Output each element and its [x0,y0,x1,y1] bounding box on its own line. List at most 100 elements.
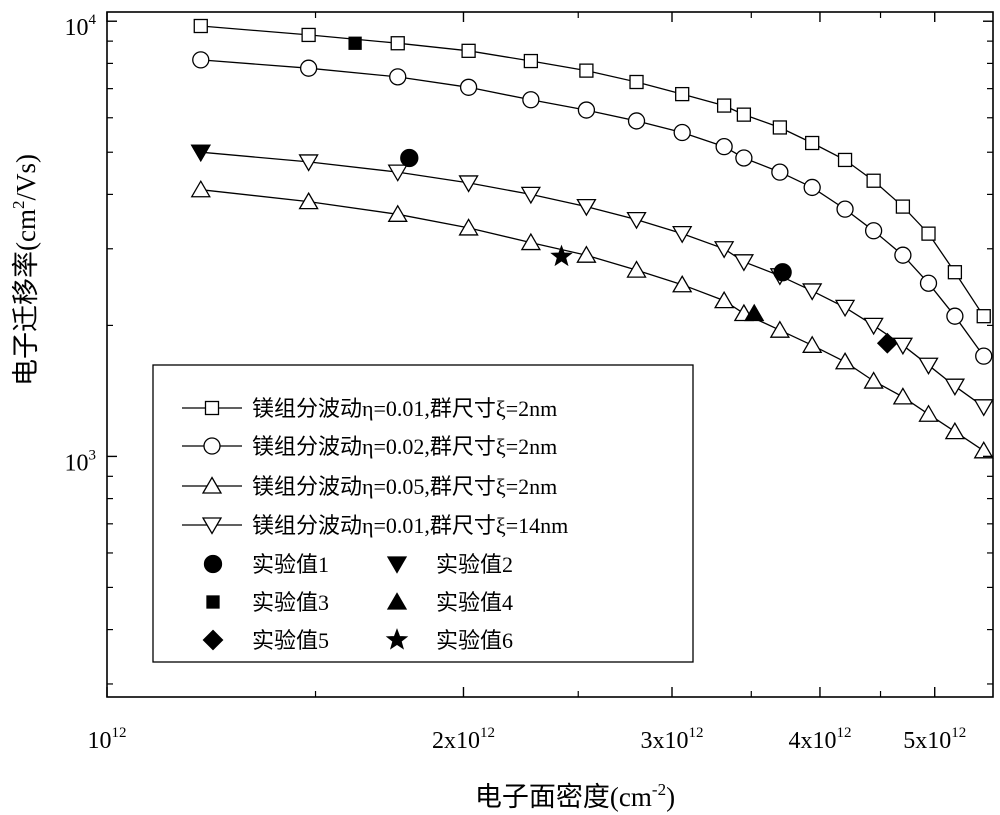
x-tick-label: 3x1012 [641,725,704,754]
series-3-point [626,260,647,278]
series-1-point [772,120,788,135]
series-4-point [834,299,856,318]
series-3-point [918,404,939,422]
legend: 镁组分波动η=0.01,群尺寸ξ=2nm 镁组分波动η=0.02,群尺寸ξ=2nm… [152,364,694,663]
series-4-point [918,357,939,376]
series-1-point [947,265,963,280]
series-4-line [200,151,985,408]
legend-marker [203,554,223,574]
series-2-point [919,274,938,292]
legend-box [152,364,694,663]
legend-entry-5: 实验值1 [203,552,329,577]
series-3-point [973,441,994,459]
series-4-point [672,225,693,244]
legend-entry-10: 实验值6 [385,628,513,653]
legend-marker [386,592,408,610]
series-3-point [802,335,823,353]
y-tick-label: 104 [65,12,97,41]
series-7-point [348,36,362,50]
series-7 [348,36,362,50]
legend-label: 实验值3 [252,590,329,615]
series-1-point [716,98,732,113]
axes [106,11,994,698]
series-2-point [673,123,691,142]
tick-labels: 1012 2x1012 3x1012 4x1012 5x1012 103 104 [65,12,967,754]
series-8-point [744,303,765,322]
legend-entry-7: 实验值3 [206,590,329,615]
y-tick-label: 103 [65,447,97,476]
series-3-point [387,204,408,222]
legend-label: 实验值4 [436,590,513,615]
legend-label: 镁组分波动η=0.01,群尺寸ξ=2nm [252,396,557,421]
series-1-point [523,53,539,69]
legend-entry-8: 实验值4 [386,590,513,615]
series-4-point [520,186,541,205]
series-4-point [387,164,408,182]
x-tick-label: 1012 [88,725,127,754]
legend-label: 镁组分波动η=0.05,群尺寸ξ=2nm [252,474,557,499]
x-axis-title: 电子面密度(cm-2) [475,780,675,812]
series-6-point [190,144,211,163]
legend-marker [202,629,224,651]
series-2-point [299,59,318,77]
series-5-point [400,148,419,168]
series-4-point [863,317,884,336]
series-3-point [863,371,884,389]
series-5-point [773,263,792,282]
series-2-point [946,307,964,325]
plot-frame [106,11,994,698]
series-2-point [522,91,540,109]
series-4-point [892,337,914,356]
series-3-point [713,290,735,309]
series-6 [190,144,211,163]
series-2-point [577,101,596,119]
series-2-point [735,149,753,167]
series-2-point [715,137,733,156]
legend-marker [203,437,221,455]
series-10-point [550,244,573,267]
series-4-point [733,254,755,272]
legend-marker [206,595,220,609]
series-2-point [389,68,407,86]
series-1-point [895,199,911,214]
x-tick-label: 5x1012 [903,725,966,754]
legend-marker [386,556,408,574]
series-1-point [193,18,208,34]
legend-marker [385,628,409,650]
series-3-point [944,421,966,440]
series-3-point [672,274,693,293]
series-3-point [520,232,541,251]
series-2-point [803,178,821,197]
series-3-point [458,218,479,236]
series-3-point [298,191,319,210]
series-2-point [975,347,993,365]
legend-entry-6: 实验值2 [386,552,513,577]
series-2-point [627,112,646,130]
legend-label: 实验值1 [252,552,329,577]
series-1-point [837,152,853,168]
series-2-point [836,200,854,218]
series-5 [400,148,792,282]
series-4-point [458,175,479,193]
series-1-point [390,36,405,51]
legend-label: 镁组分波动η=0.01,群尺寸ξ=14nm [252,513,568,538]
series-1-point [579,63,594,78]
legend-marker [201,517,223,535]
series-1-point [976,309,991,324]
series-3-point [892,387,914,405]
series-1-point [736,107,752,122]
series-2-point [192,51,210,69]
y-axis-title: 电子迁移率(cm2/Vs) [9,154,41,386]
series-2-point [864,222,883,240]
series-10 [550,244,573,267]
legend-entry-2: 镁组分波动η=0.02,群尺寸ξ=2nm [182,434,557,459]
legend-entry-4: 镁组分波动η=0.01,群尺寸ξ=14nm [182,513,568,538]
series-1-point [301,27,316,43]
series-3-point [769,320,790,338]
legend-label: 实验值6 [436,628,513,653]
x-tick-label: 4x1012 [788,725,851,754]
legend-entry-1: 镁组分波动η=0.01,群尺寸ξ=2nm [182,396,557,421]
series-3-point [576,245,597,263]
series-1-point [805,135,820,151]
series-2 [192,51,993,365]
